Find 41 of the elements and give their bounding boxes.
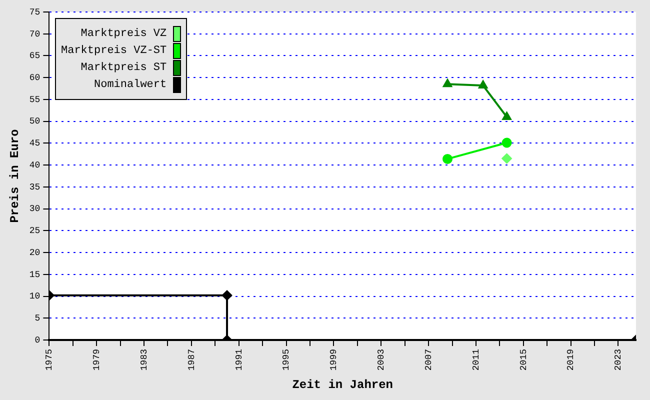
x-tick-label: 2011 xyxy=(471,348,482,371)
y-tick-label: 10 xyxy=(29,292,40,302)
x-tick-label: 1979 xyxy=(92,348,102,371)
y-axis-title: Preis in Euro xyxy=(8,129,22,223)
legend-label: Marktpreis ST xyxy=(80,62,167,74)
x-tick-label: 2023 xyxy=(614,348,624,371)
point xyxy=(443,79,452,88)
x-axis-title: Zeit in Jahren xyxy=(292,378,394,392)
x-tick-label: 1995 xyxy=(282,348,292,371)
x-tick-label: 2003 xyxy=(376,348,387,371)
x-tick-label: 2007 xyxy=(424,348,434,371)
legend-label: Nominalwert xyxy=(94,78,167,90)
legend-label: Marktpreis VZ-ST xyxy=(61,44,167,56)
y-tick-label: 60 xyxy=(29,72,40,83)
x-tick-label: 1983 xyxy=(139,348,150,371)
y-tick-label: 75 xyxy=(29,7,40,18)
x-tick-label: 1987 xyxy=(186,348,197,371)
y-tick-label: 25 xyxy=(29,226,40,236)
y-tick-label: 40 xyxy=(29,160,40,170)
y-tick-label: 50 xyxy=(29,116,40,127)
point xyxy=(502,112,512,120)
x-tick-label: 2019 xyxy=(566,348,576,371)
x-tick-label: 1975 xyxy=(44,348,55,371)
y-tick-label: 65 xyxy=(29,51,40,62)
point xyxy=(502,154,512,164)
y-tick-label: 70 xyxy=(29,29,40,40)
y-tick-label: 0 xyxy=(34,335,40,346)
x-tick-label: 1999 xyxy=(329,348,340,371)
legend-label: Marktpreis VZ xyxy=(80,28,167,40)
point xyxy=(478,80,488,88)
y-tick-label: 55 xyxy=(29,94,40,105)
point xyxy=(442,154,453,164)
y-tick-label: 15 xyxy=(29,270,40,280)
y-tick-label: 45 xyxy=(29,138,40,149)
x-tick-label: 1991 xyxy=(234,348,244,371)
y-tick-label: 20 xyxy=(29,248,40,258)
y-tick-label: 30 xyxy=(29,204,40,214)
y-tick-label: 5 xyxy=(34,314,40,324)
x-tick-label: 2015 xyxy=(518,348,529,371)
y-tick-label: 35 xyxy=(29,182,40,192)
point xyxy=(502,138,512,148)
